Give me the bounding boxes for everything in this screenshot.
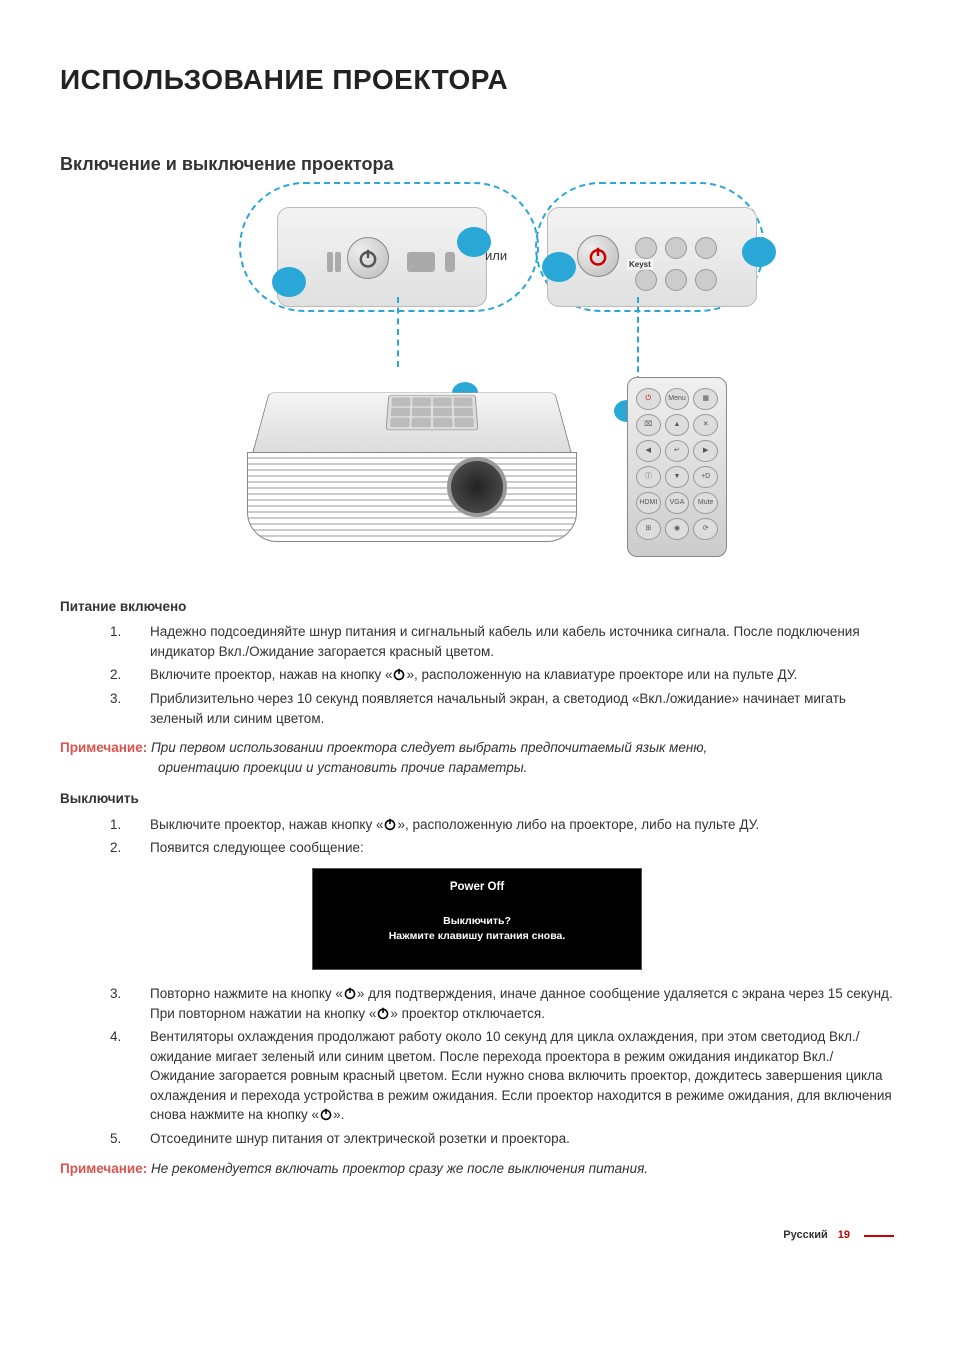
- remote-topbtn: [635, 237, 657, 259]
- remote-button: HDMI: [636, 492, 661, 514]
- poweroff-dialog: Power Off Выключить? Нажмите клавишу пит…: [312, 868, 642, 970]
- keypad-block: [407, 252, 435, 272]
- poweroff-dialog-title: Power Off: [313, 879, 641, 896]
- remote-button: ◀: [636, 440, 661, 462]
- step-number: 1.: [110, 815, 150, 835]
- step-number: 1.: [110, 622, 150, 661]
- keypad-bar: [327, 252, 333, 272]
- step-item: 4.Вентиляторы охлаждения продолжают рабо…: [110, 1027, 894, 1125]
- remote-button: ↵: [665, 440, 690, 462]
- remote-topbtn: [695, 269, 717, 291]
- note-label: Примечание:: [60, 740, 147, 755]
- remote-button: ◉: [665, 518, 690, 540]
- illustration-power-on-off: Keyst или ⏻Menu▦⌧▲✕◀↵▶ⓘ▼+DHDMIVGAMute⊞◉⟳: [197, 197, 757, 577]
- footer-page-number: 19: [838, 1228, 850, 1244]
- remote-button: ⟳: [693, 518, 718, 540]
- remote-topbtn: [635, 269, 657, 291]
- power-off-note: Примечание: Не рекомендуется включать пр…: [60, 1159, 894, 1179]
- remote-button: ⏻: [636, 388, 661, 410]
- step-item: 1.Надежно подсоединяйте шнур питания и с…: [110, 622, 894, 661]
- remote-button: ✕: [693, 414, 718, 436]
- remote-button: +D: [693, 466, 718, 488]
- power-off-steps-b: 3.Повторно нажмите на кнопку «» для подт…: [60, 984, 894, 1149]
- callout-bubble: [457, 227, 491, 257]
- footer-accent-bar: [864, 1235, 894, 1237]
- step-item: 2.Появится следующее сообщение:: [110, 838, 894, 858]
- keypad-block: [445, 252, 455, 272]
- step-text: Отсоедините шнур питания от электрическо…: [150, 1129, 894, 1149]
- power-on-steps: 1.Надежно подсоединяйте шнур питания и с…: [60, 622, 894, 728]
- callout-bubble: [272, 267, 306, 297]
- step-text: Появится следующее сообщение:: [150, 838, 894, 858]
- step-number: 5.: [110, 1129, 150, 1149]
- remote-button: ▶: [693, 440, 718, 462]
- remote-control-drawing: ⏻Menu▦ ⌧▲✕ ◀↵▶ ⓘ▼+D HDMIVGAMute ⊞◉⟳: [627, 377, 727, 557]
- note-label: Примечание:: [60, 1161, 147, 1176]
- poweroff-dialog-line2: Нажмите клавишу питания снова.: [313, 929, 641, 945]
- page-footer: Русский 19: [60, 1228, 894, 1244]
- callout-bubble: [542, 252, 576, 282]
- remote-button: ▼: [665, 466, 690, 488]
- remote-button: ⌧: [636, 414, 661, 436]
- projector-drawing: [247, 342, 577, 552]
- step-item: 5.Отсоедините шнур питания от электричес…: [110, 1129, 894, 1149]
- power-button-remote: [577, 235, 619, 277]
- step-text: Повторно нажмите на кнопку «» для подтве…: [150, 984, 894, 1023]
- footer-language: Русский: [783, 1228, 827, 1244]
- remote-button: ▲: [665, 414, 690, 436]
- note-text: При первом использовании проектора следу…: [147, 740, 707, 755]
- remote-button: ▦: [693, 388, 718, 410]
- step-text: Вентиляторы охлаждения продолжают работу…: [150, 1027, 894, 1125]
- step-number: 3.: [110, 984, 150, 1023]
- power-button-keypad: [347, 237, 389, 279]
- remote-topbtn: [665, 269, 687, 291]
- step-text: Включите проектор, нажав на кнопку «», р…: [150, 665, 894, 685]
- keystone-label: Keyst: [627, 259, 653, 271]
- projector-keypad: [386, 395, 479, 430]
- poweroff-dialog-line1: Выключить?: [313, 914, 641, 930]
- power-on-heading: Питание включено: [60, 597, 894, 617]
- page-title: ИСПОЛЬЗОВАНИЕ ПРОЕКТОРА: [60, 60, 894, 101]
- step-item: 3.Приблизительно через 10 секунд появляе…: [110, 689, 894, 728]
- remote-button: Menu: [665, 388, 690, 410]
- keypad-bar: [335, 252, 341, 272]
- note-text-line2: ориентацию проекции и установить прочие …: [60, 758, 894, 778]
- section-title: Включение и выключение проектора: [60, 151, 894, 177]
- projector-front: [247, 452, 577, 542]
- note-text: Не рекомендуется включать проектор сразу…: [147, 1161, 648, 1176]
- step-number: 2.: [110, 665, 150, 685]
- step-text: Приблизительно через 10 секунд появляетс…: [150, 689, 894, 728]
- remote-button: ⓘ: [636, 466, 661, 488]
- step-item: 3.Повторно нажмите на кнопку «» для подт…: [110, 984, 894, 1023]
- step-number: 3.: [110, 689, 150, 728]
- power-off-heading: Выключить: [60, 789, 894, 809]
- remote-topbtn: [665, 237, 687, 259]
- step-number: 4.: [110, 1027, 150, 1125]
- projector-lens: [447, 457, 507, 517]
- remote-button: Mute: [693, 492, 718, 514]
- power-off-steps-a: 1.Выключите проектор, нажав кнопку «», р…: [60, 815, 894, 858]
- remote-button: ⊞: [636, 518, 661, 540]
- callout-bubble: [742, 237, 776, 267]
- step-item: 1.Выключите проектор, нажав кнопку «», р…: [110, 815, 894, 835]
- remote-button: VGA: [665, 492, 690, 514]
- remote-topbtn: [695, 237, 717, 259]
- step-text: Выключите проектор, нажав кнопку «», рас…: [150, 815, 894, 835]
- step-item: 2.Включите проектор, нажав на кнопку «»,…: [110, 665, 894, 685]
- step-text: Надежно подсоединяйте шнур питания и сиг…: [150, 622, 894, 661]
- step-number: 2.: [110, 838, 150, 858]
- power-on-note: Примечание: При первом использовании про…: [60, 738, 894, 777]
